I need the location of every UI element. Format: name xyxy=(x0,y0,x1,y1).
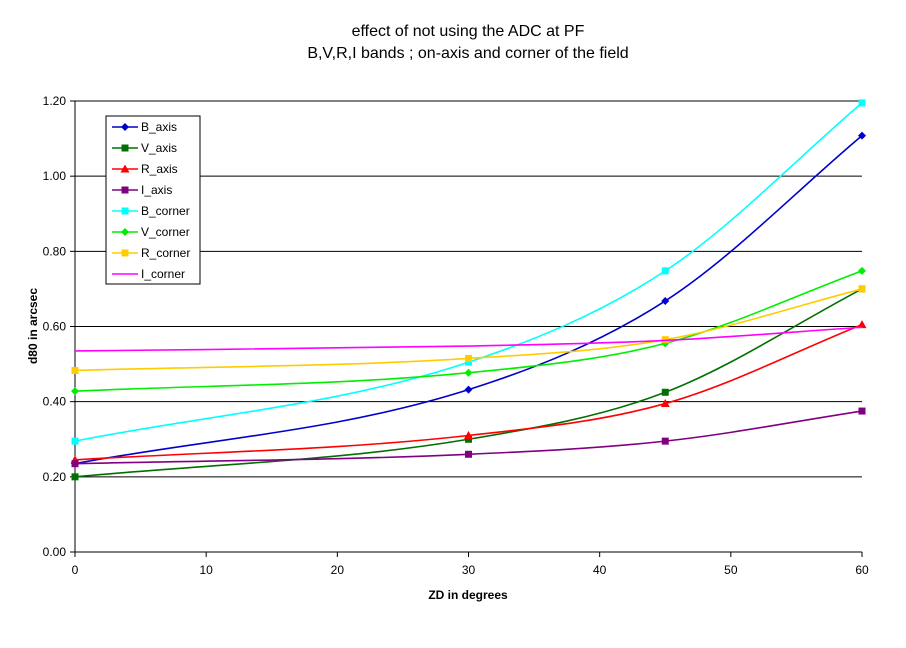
series-line-B_axis xyxy=(74,134,863,465)
legend-marker-V_corner xyxy=(121,228,129,236)
legend-item-V_corner: V_corner xyxy=(112,225,190,239)
series-line-I_corner xyxy=(74,326,863,352)
legend-marker-B_corner xyxy=(121,207,129,215)
series-line-B_corner xyxy=(74,102,863,442)
x-tick-label: 10 xyxy=(199,563,213,577)
legend-marker-I_axis xyxy=(121,186,129,194)
data-point-B_axis xyxy=(464,385,473,394)
series-I_corner xyxy=(74,326,863,352)
data-point-I_axis xyxy=(465,450,472,458)
x-tick-label: 60 xyxy=(855,563,869,577)
data-point-V_axis xyxy=(661,388,669,396)
x-axis-title: ZD in degrees xyxy=(428,588,508,602)
y-tick-label: 1.20 xyxy=(43,94,67,108)
data-point-B_corner xyxy=(71,437,79,445)
data-point-R_corner xyxy=(858,285,866,293)
gridlines xyxy=(75,100,862,478)
legend-item-R_corner: R_corner xyxy=(112,246,190,260)
legend-item-I_corner: I_corner xyxy=(112,267,185,281)
series-line-R_corner xyxy=(74,288,863,372)
data-point-R_axis xyxy=(660,399,670,408)
data-point-B_corner xyxy=(661,267,669,275)
legend-label-R_corner: R_corner xyxy=(141,246,190,260)
series-V_corner xyxy=(71,266,866,396)
data-point-R_axis xyxy=(857,320,867,329)
y-tick-label: 0.80 xyxy=(43,244,67,258)
legend-label-R_axis: R_axis xyxy=(141,162,178,176)
legend-item-B_axis: B_axis xyxy=(112,120,177,134)
series-B_corner xyxy=(71,99,866,445)
data-point-I_axis xyxy=(71,460,79,468)
series-line-V_corner xyxy=(74,270,863,392)
data-point-B_axis xyxy=(858,131,866,140)
data-point-R_corner xyxy=(465,354,472,362)
legend-marker-R_axis xyxy=(120,164,130,173)
legend-item-R_axis: R_axis xyxy=(112,162,178,176)
x-tick-label: 0 xyxy=(72,563,79,577)
series-I_axis xyxy=(71,407,866,468)
data-point-B_corner xyxy=(858,99,866,107)
legend-marker-B_axis xyxy=(121,123,129,131)
x-tick-label: 20 xyxy=(331,563,345,577)
legend-label-V_corner: V_corner xyxy=(141,225,190,239)
data-point-V_corner xyxy=(464,368,473,377)
data-point-V_axis xyxy=(71,473,79,481)
legend-label-B_axis: B_axis xyxy=(141,120,177,134)
y-tick-label: 0.60 xyxy=(43,320,67,334)
data-point-B_axis xyxy=(661,296,670,305)
series-line-R_axis xyxy=(74,323,863,461)
data-point-I_axis xyxy=(661,437,669,445)
y-axis-title: d80 in arcsec xyxy=(26,288,40,364)
series-layer xyxy=(70,99,867,481)
y-tick-label: 0.00 xyxy=(43,545,67,559)
tick-labels: 0.00 0.20 0.40 0.60 0.80 1.00 1.20 0 10 20 30 40 50 6… xyxy=(43,94,869,577)
series-line-I_axis xyxy=(74,410,863,465)
data-point-V_axis xyxy=(465,435,472,443)
legend-marker-R_corner xyxy=(121,249,129,257)
data-point-R_corner xyxy=(71,366,79,374)
data-point-I_axis xyxy=(858,407,866,415)
chart-title-line-1: effect of not using the ADC at PF xyxy=(352,23,585,40)
legend-label-I_corner: I_corner xyxy=(141,267,185,281)
legend-item-V_axis: V_axis xyxy=(112,141,177,155)
legend-item-B_corner: B_corner xyxy=(112,204,190,218)
chart-title-line-2: B,V,R,I bands ; on-axis and corner of th… xyxy=(307,45,628,62)
legend-label-V_axis: V_axis xyxy=(141,141,177,155)
x-tick-label: 50 xyxy=(724,563,738,577)
legend-marker-V_axis xyxy=(121,144,129,152)
legend-item-I_axis: I_axis xyxy=(112,183,172,197)
data-point-V_corner xyxy=(71,387,79,396)
data-point-R_axis xyxy=(464,430,473,439)
series-R_corner xyxy=(71,285,866,374)
x-tick-label: 30 xyxy=(462,563,476,577)
y-tick-label: 1.00 xyxy=(43,169,67,183)
legend-label-I_axis: I_axis xyxy=(141,183,172,197)
y-tick-label: 0.40 xyxy=(43,395,67,409)
data-point-B_corner xyxy=(465,358,472,366)
legend: B_axis V_axis R_axis I_axis B_corner V_corner… xyxy=(105,115,201,285)
data-point-V_corner xyxy=(858,266,866,275)
x-tick-label: 40 xyxy=(593,563,607,577)
legend-label-B_corner: B_corner xyxy=(141,204,190,218)
y-tick-label: 0.20 xyxy=(43,470,67,484)
